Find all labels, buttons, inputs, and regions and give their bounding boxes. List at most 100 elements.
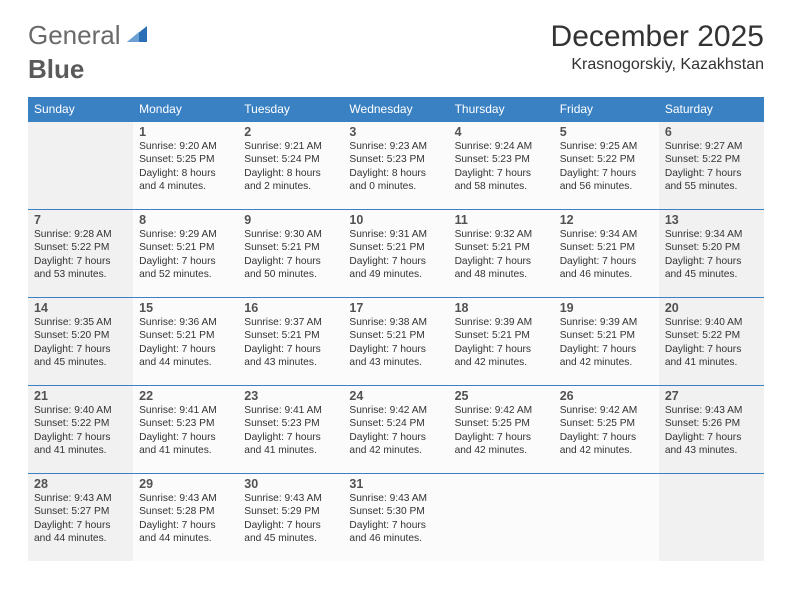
day-number: 7 xyxy=(34,213,127,227)
logo-triangle-icon xyxy=(125,22,149,44)
day-info: Sunrise: 9:34 AMSunset: 5:21 PMDaylight:… xyxy=(560,228,653,282)
day-number: 5 xyxy=(560,125,653,139)
day-number: 13 xyxy=(665,213,758,227)
day-number: 19 xyxy=(560,301,653,315)
day-info: Sunrise: 9:41 AMSunset: 5:23 PMDaylight:… xyxy=(139,404,232,458)
day-cell: 15Sunrise: 9:36 AMSunset: 5:21 PMDayligh… xyxy=(133,298,238,386)
day-number: 6 xyxy=(665,125,758,139)
day-cell xyxy=(449,474,554,562)
day-info: Sunrise: 9:36 AMSunset: 5:21 PMDaylight:… xyxy=(139,316,232,370)
day-header: Friday xyxy=(554,97,659,122)
day-info: Sunrise: 9:42 AMSunset: 5:24 PMDaylight:… xyxy=(349,404,442,458)
day-number: 28 xyxy=(34,477,127,491)
day-info: Sunrise: 9:37 AMSunset: 5:21 PMDaylight:… xyxy=(244,316,337,370)
day-info: Sunrise: 9:43 AMSunset: 5:29 PMDaylight:… xyxy=(244,492,337,546)
week-row: 7Sunrise: 9:28 AMSunset: 5:22 PMDaylight… xyxy=(28,210,764,298)
day-cell: 29Sunrise: 9:43 AMSunset: 5:28 PMDayligh… xyxy=(133,474,238,562)
day-cell: 28Sunrise: 9:43 AMSunset: 5:27 PMDayligh… xyxy=(28,474,133,562)
day-cell xyxy=(659,474,764,562)
day-number: 18 xyxy=(455,301,548,315)
day-number: 22 xyxy=(139,389,232,403)
day-cell: 3Sunrise: 9:23 AMSunset: 5:23 PMDaylight… xyxy=(343,122,448,210)
day-info: Sunrise: 9:28 AMSunset: 5:22 PMDaylight:… xyxy=(34,228,127,282)
day-header: Wednesday xyxy=(343,97,448,122)
header-row: SundayMondayTuesdayWednesdayThursdayFrid… xyxy=(28,97,764,122)
title-block: December 2025 Krasnogorskiy, Kazakhstan xyxy=(551,20,764,74)
day-number: 11 xyxy=(455,213,548,227)
day-info: Sunrise: 9:31 AMSunset: 5:21 PMDaylight:… xyxy=(349,228,442,282)
day-info: Sunrise: 9:39 AMSunset: 5:21 PMDaylight:… xyxy=(455,316,548,370)
day-info: Sunrise: 9:29 AMSunset: 5:21 PMDaylight:… xyxy=(139,228,232,282)
logo-text-2: Blue xyxy=(28,54,84,85)
day-number: 12 xyxy=(560,213,653,227)
day-cell: 4Sunrise: 9:24 AMSunset: 5:23 PMDaylight… xyxy=(449,122,554,210)
week-row: 21Sunrise: 9:40 AMSunset: 5:22 PMDayligh… xyxy=(28,386,764,474)
day-cell: 8Sunrise: 9:29 AMSunset: 5:21 PMDaylight… xyxy=(133,210,238,298)
day-cell: 16Sunrise: 9:37 AMSunset: 5:21 PMDayligh… xyxy=(238,298,343,386)
week-row: 14Sunrise: 9:35 AMSunset: 5:20 PMDayligh… xyxy=(28,298,764,386)
day-number: 16 xyxy=(244,301,337,315)
day-info: Sunrise: 9:43 AMSunset: 5:27 PMDaylight:… xyxy=(34,492,127,546)
day-cell: 27Sunrise: 9:43 AMSunset: 5:26 PMDayligh… xyxy=(659,386,764,474)
day-cell: 2Sunrise: 9:21 AMSunset: 5:24 PMDaylight… xyxy=(238,122,343,210)
day-info: Sunrise: 9:32 AMSunset: 5:21 PMDaylight:… xyxy=(455,228,548,282)
day-cell: 25Sunrise: 9:42 AMSunset: 5:25 PMDayligh… xyxy=(449,386,554,474)
day-number: 17 xyxy=(349,301,442,315)
day-info: Sunrise: 9:34 AMSunset: 5:20 PMDaylight:… xyxy=(665,228,758,282)
month-title: December 2025 xyxy=(551,20,764,54)
day-number: 9 xyxy=(244,213,337,227)
logo: General xyxy=(28,20,151,51)
day-number: 2 xyxy=(244,125,337,139)
calendar-table: SundayMondayTuesdayWednesdayThursdayFrid… xyxy=(28,97,764,561)
day-info: Sunrise: 9:40 AMSunset: 5:22 PMDaylight:… xyxy=(34,404,127,458)
day-info: Sunrise: 9:23 AMSunset: 5:23 PMDaylight:… xyxy=(349,140,442,194)
day-cell: 30Sunrise: 9:43 AMSunset: 5:29 PMDayligh… xyxy=(238,474,343,562)
week-row: 1Sunrise: 9:20 AMSunset: 5:25 PMDaylight… xyxy=(28,122,764,210)
day-header: Thursday xyxy=(449,97,554,122)
day-info: Sunrise: 9:43 AMSunset: 5:28 PMDaylight:… xyxy=(139,492,232,546)
day-number: 21 xyxy=(34,389,127,403)
day-info: Sunrise: 9:42 AMSunset: 5:25 PMDaylight:… xyxy=(560,404,653,458)
day-number: 3 xyxy=(349,125,442,139)
day-number: 1 xyxy=(139,125,232,139)
day-info: Sunrise: 9:40 AMSunset: 5:22 PMDaylight:… xyxy=(665,316,758,370)
day-number: 14 xyxy=(34,301,127,315)
day-number: 25 xyxy=(455,389,548,403)
day-number: 24 xyxy=(349,389,442,403)
day-cell: 20Sunrise: 9:40 AMSunset: 5:22 PMDayligh… xyxy=(659,298,764,386)
day-info: Sunrise: 9:39 AMSunset: 5:21 PMDaylight:… xyxy=(560,316,653,370)
day-number: 26 xyxy=(560,389,653,403)
day-info: Sunrise: 9:41 AMSunset: 5:23 PMDaylight:… xyxy=(244,404,337,458)
location: Krasnogorskiy, Kazakhstan xyxy=(551,56,764,74)
day-info: Sunrise: 9:38 AMSunset: 5:21 PMDaylight:… xyxy=(349,316,442,370)
day-number: 31 xyxy=(349,477,442,491)
week-row: 28Sunrise: 9:43 AMSunset: 5:27 PMDayligh… xyxy=(28,474,764,562)
logo-text-1: General xyxy=(28,20,121,51)
day-cell: 12Sunrise: 9:34 AMSunset: 5:21 PMDayligh… xyxy=(554,210,659,298)
day-cell: 17Sunrise: 9:38 AMSunset: 5:21 PMDayligh… xyxy=(343,298,448,386)
day-cell: 1Sunrise: 9:20 AMSunset: 5:25 PMDaylight… xyxy=(133,122,238,210)
day-number: 20 xyxy=(665,301,758,315)
day-cell: 13Sunrise: 9:34 AMSunset: 5:20 PMDayligh… xyxy=(659,210,764,298)
day-number: 10 xyxy=(349,213,442,227)
day-info: Sunrise: 9:43 AMSunset: 5:30 PMDaylight:… xyxy=(349,492,442,546)
day-cell xyxy=(28,122,133,210)
day-info: Sunrise: 9:25 AMSunset: 5:22 PMDaylight:… xyxy=(560,140,653,194)
day-cell: 23Sunrise: 9:41 AMSunset: 5:23 PMDayligh… xyxy=(238,386,343,474)
day-cell: 9Sunrise: 9:30 AMSunset: 5:21 PMDaylight… xyxy=(238,210,343,298)
day-number: 23 xyxy=(244,389,337,403)
day-cell: 18Sunrise: 9:39 AMSunset: 5:21 PMDayligh… xyxy=(449,298,554,386)
day-cell: 10Sunrise: 9:31 AMSunset: 5:21 PMDayligh… xyxy=(343,210,448,298)
day-cell: 19Sunrise: 9:39 AMSunset: 5:21 PMDayligh… xyxy=(554,298,659,386)
day-cell: 21Sunrise: 9:40 AMSunset: 5:22 PMDayligh… xyxy=(28,386,133,474)
day-info: Sunrise: 9:20 AMSunset: 5:25 PMDaylight:… xyxy=(139,140,232,194)
day-cell: 5Sunrise: 9:25 AMSunset: 5:22 PMDaylight… xyxy=(554,122,659,210)
day-info: Sunrise: 9:35 AMSunset: 5:20 PMDaylight:… xyxy=(34,316,127,370)
day-cell: 24Sunrise: 9:42 AMSunset: 5:24 PMDayligh… xyxy=(343,386,448,474)
day-number: 30 xyxy=(244,477,337,491)
day-info: Sunrise: 9:42 AMSunset: 5:25 PMDaylight:… xyxy=(455,404,548,458)
day-number: 29 xyxy=(139,477,232,491)
day-header: Tuesday xyxy=(238,97,343,122)
day-cell: 31Sunrise: 9:43 AMSunset: 5:30 PMDayligh… xyxy=(343,474,448,562)
day-info: Sunrise: 9:27 AMSunset: 5:22 PMDaylight:… xyxy=(665,140,758,194)
